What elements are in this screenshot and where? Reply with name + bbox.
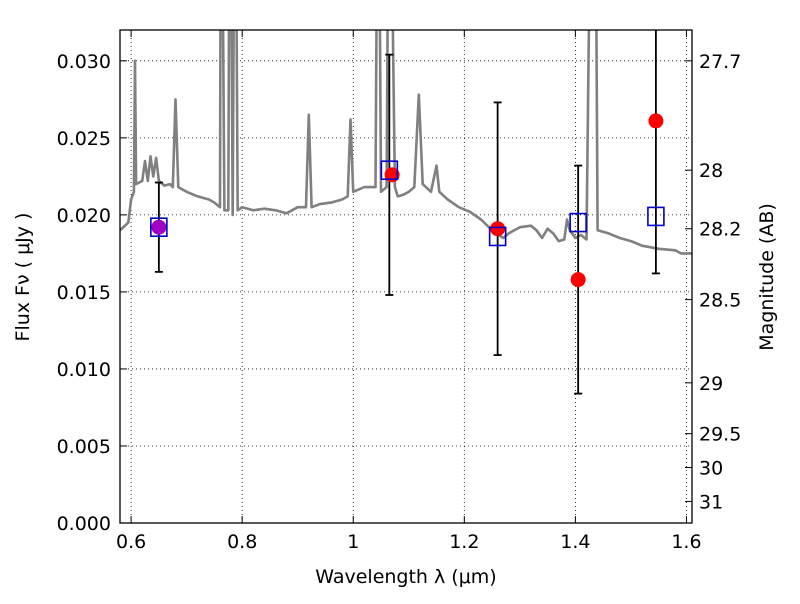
y-tick-label: 0.015	[57, 282, 111, 304]
x-tick-label: 1.4	[560, 531, 590, 553]
y2-tick-label: 29	[699, 373, 723, 395]
y2-tick-label: 31	[699, 491, 723, 513]
plot-area	[120, 30, 692, 395]
y-tick-label: 0.030	[57, 51, 111, 73]
model-point-square	[488, 226, 507, 247]
y-tick-label: 0.025	[57, 128, 111, 150]
x-tick-label: 0.8	[227, 531, 257, 553]
y-tick-label: 0.010	[57, 359, 111, 381]
x-tick-label: 1.2	[449, 531, 479, 553]
x-tick-label: 1	[347, 531, 359, 553]
y-tick-label: 0.020	[57, 205, 111, 227]
x-tick-label: 1.6	[671, 531, 701, 553]
y2-tick-label: 28.5	[699, 290, 741, 312]
axes: 0.6 0.8 1 1.2 1.4 1.6 0.000 0.005 0.010 0.015 0.02…	[57, 30, 741, 553]
y2-axis-title: Magnitude (AB)	[756, 203, 778, 351]
y2-tick-label: 29.5	[699, 424, 741, 446]
data-point-circle	[570, 272, 586, 288]
y2-tick-label: 27.7	[699, 51, 741, 73]
model-spectrum-line	[120, 30, 692, 255]
x-tick-label: 0.6	[116, 531, 146, 553]
model-point-square	[569, 212, 587, 233]
plot-frame	[119, 29, 693, 524]
y2-tick-label: 28.2	[699, 219, 741, 241]
model-point-square	[380, 160, 399, 180]
data-point-circle	[648, 113, 664, 129]
data-point-circle	[151, 219, 167, 235]
y2-tick-label: 28	[699, 160, 723, 182]
model-point-square	[150, 217, 168, 237]
y-axis-title: Flux Fν ( μJy )	[12, 213, 34, 342]
model-point-square	[647, 206, 665, 227]
data-point-circle	[490, 221, 506, 237]
y-tick-label: 0.000	[57, 513, 111, 535]
y2-tick-label: 30	[699, 458, 723, 480]
y-tick-label: 0.005	[57, 436, 111, 458]
x-axis-title: Wavelength λ (μm)	[315, 566, 496, 588]
